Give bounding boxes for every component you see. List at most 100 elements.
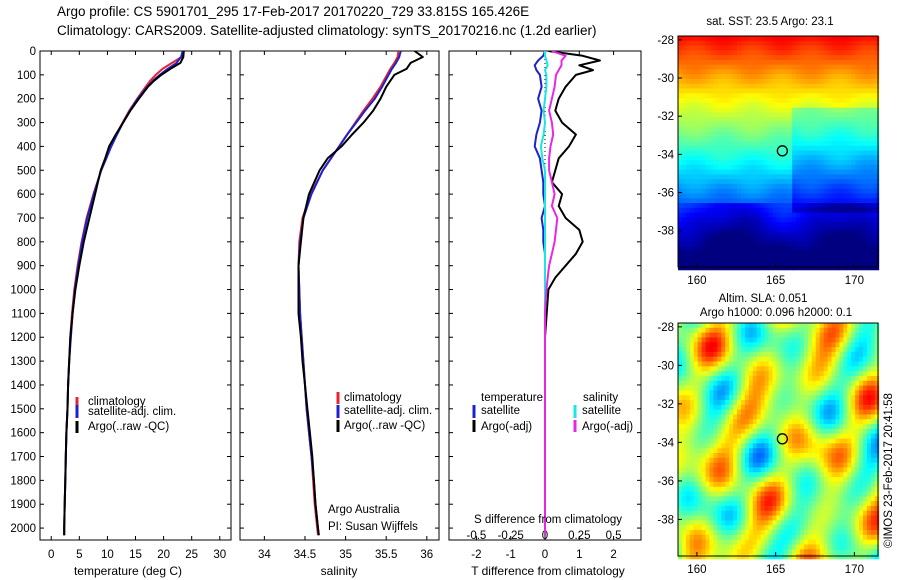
heat-cell: [709, 231, 714, 237]
heat-cell: [678, 36, 683, 42]
heat-cell: [847, 217, 852, 223]
heat-cell: [709, 477, 714, 483]
heat-cell: [764, 505, 769, 512]
heat-cell: [760, 88, 766, 94]
heat-cell: [733, 93, 738, 99]
heat-cell: [788, 150, 793, 156]
heat-cell: [721, 525, 726, 531]
heat-cell: [709, 452, 714, 459]
heat-cell: [729, 443, 734, 449]
heat-cell: [744, 231, 750, 237]
heat-cell: [772, 486, 777, 492]
heat-cell: [737, 351, 742, 358]
heat-cell: [851, 332, 856, 338]
heat-cell: [725, 337, 730, 343]
heat-cell: [764, 183, 769, 190]
heat-cell: [803, 443, 809, 449]
heat-cell: [843, 131, 848, 137]
heat-cell: [839, 203, 844, 209]
heat-cell: [685, 337, 691, 343]
heat-cell: [701, 226, 706, 233]
heat-cell: [764, 380, 769, 386]
heat-cell: [788, 231, 793, 237]
heat-cell: [874, 36, 880, 42]
heat-cell: [796, 179, 801, 185]
heat-cell: [721, 45, 726, 51]
heat-cell: [752, 160, 758, 166]
heat-cell: [827, 50, 832, 56]
heat-cell: [780, 395, 785, 401]
heat-cell: [839, 534, 844, 541]
heat-cell: [784, 414, 789, 420]
heat-cell: [721, 126, 726, 132]
heat-cell: [740, 323, 746, 329]
heat-cell: [725, 375, 730, 382]
heat-cell: [733, 428, 738, 435]
heat-cell: [807, 554, 813, 560]
heat-cell: [811, 351, 817, 358]
heat-cell: [835, 126, 840, 132]
heat-cell: [768, 183, 773, 190]
temperature-xlabel: temperature (deg C): [74, 564, 182, 578]
heat-cell: [697, 164, 703, 171]
heat-cell: [839, 179, 844, 185]
heat-cell: [748, 174, 754, 180]
heat-cell: [764, 88, 769, 94]
heat-cell: [811, 366, 817, 372]
heat-cell: [760, 236, 766, 242]
heat-cell: [851, 366, 856, 372]
heat-cell: [721, 188, 726, 194]
heat-cell: [827, 160, 832, 166]
heat-cell: [740, 93, 746, 99]
heat-cell: [764, 481, 769, 488]
heat-cell: [788, 342, 793, 348]
heat-cell: [740, 347, 746, 353]
heat-cell: [713, 50, 718, 56]
heat-cell: [815, 83, 821, 89]
heat-cell: [807, 380, 813, 386]
heat-cell: [721, 323, 726, 329]
heat-cell: [811, 45, 817, 51]
heat-cell: [811, 150, 817, 156]
heat-cell: [855, 155, 860, 161]
heat-cell: [807, 462, 813, 468]
heat-cell: [748, 150, 754, 156]
heat-cell: [685, 424, 691, 430]
heat-cell: [733, 534, 738, 541]
heat-cell: [744, 366, 750, 372]
heat-cell: [843, 188, 848, 194]
heat-cell: [725, 174, 730, 180]
heat-cell: [752, 78, 758, 85]
heat-cell: [764, 121, 769, 128]
heat-cell: [705, 222, 710, 228]
heat-cell: [839, 414, 844, 420]
heat-cell: [725, 183, 730, 190]
heat-cell: [803, 83, 809, 89]
heat-cell: [681, 443, 687, 449]
heat-cell: [776, 404, 781, 411]
heat-cell: [847, 164, 852, 171]
heat-cell: [725, 452, 730, 459]
heat-cell: [748, 400, 754, 406]
heat-cell: [693, 141, 699, 147]
heat-cell: [678, 207, 683, 213]
heat-cell: [701, 207, 706, 213]
heat-cell: [744, 222, 750, 228]
heat-cell: [744, 131, 750, 137]
heat-cell: [701, 496, 706, 502]
heat-cell: [792, 390, 797, 396]
heat-cell: [756, 145, 762, 151]
heat-cell: [870, 126, 876, 132]
heat-cell: [811, 83, 817, 89]
heat-cell: [768, 525, 773, 531]
heat-cell: [678, 390, 683, 396]
heat-cell: [831, 400, 836, 406]
heat-cell: [815, 380, 821, 386]
heat-cell: [796, 250, 801, 256]
heat-cell: [748, 236, 754, 242]
heat-cell: [737, 486, 742, 492]
heat-cell: [701, 169, 706, 175]
heat-cell: [729, 327, 734, 334]
heat-cell: [713, 174, 718, 180]
heat-cell: [811, 98, 817, 104]
